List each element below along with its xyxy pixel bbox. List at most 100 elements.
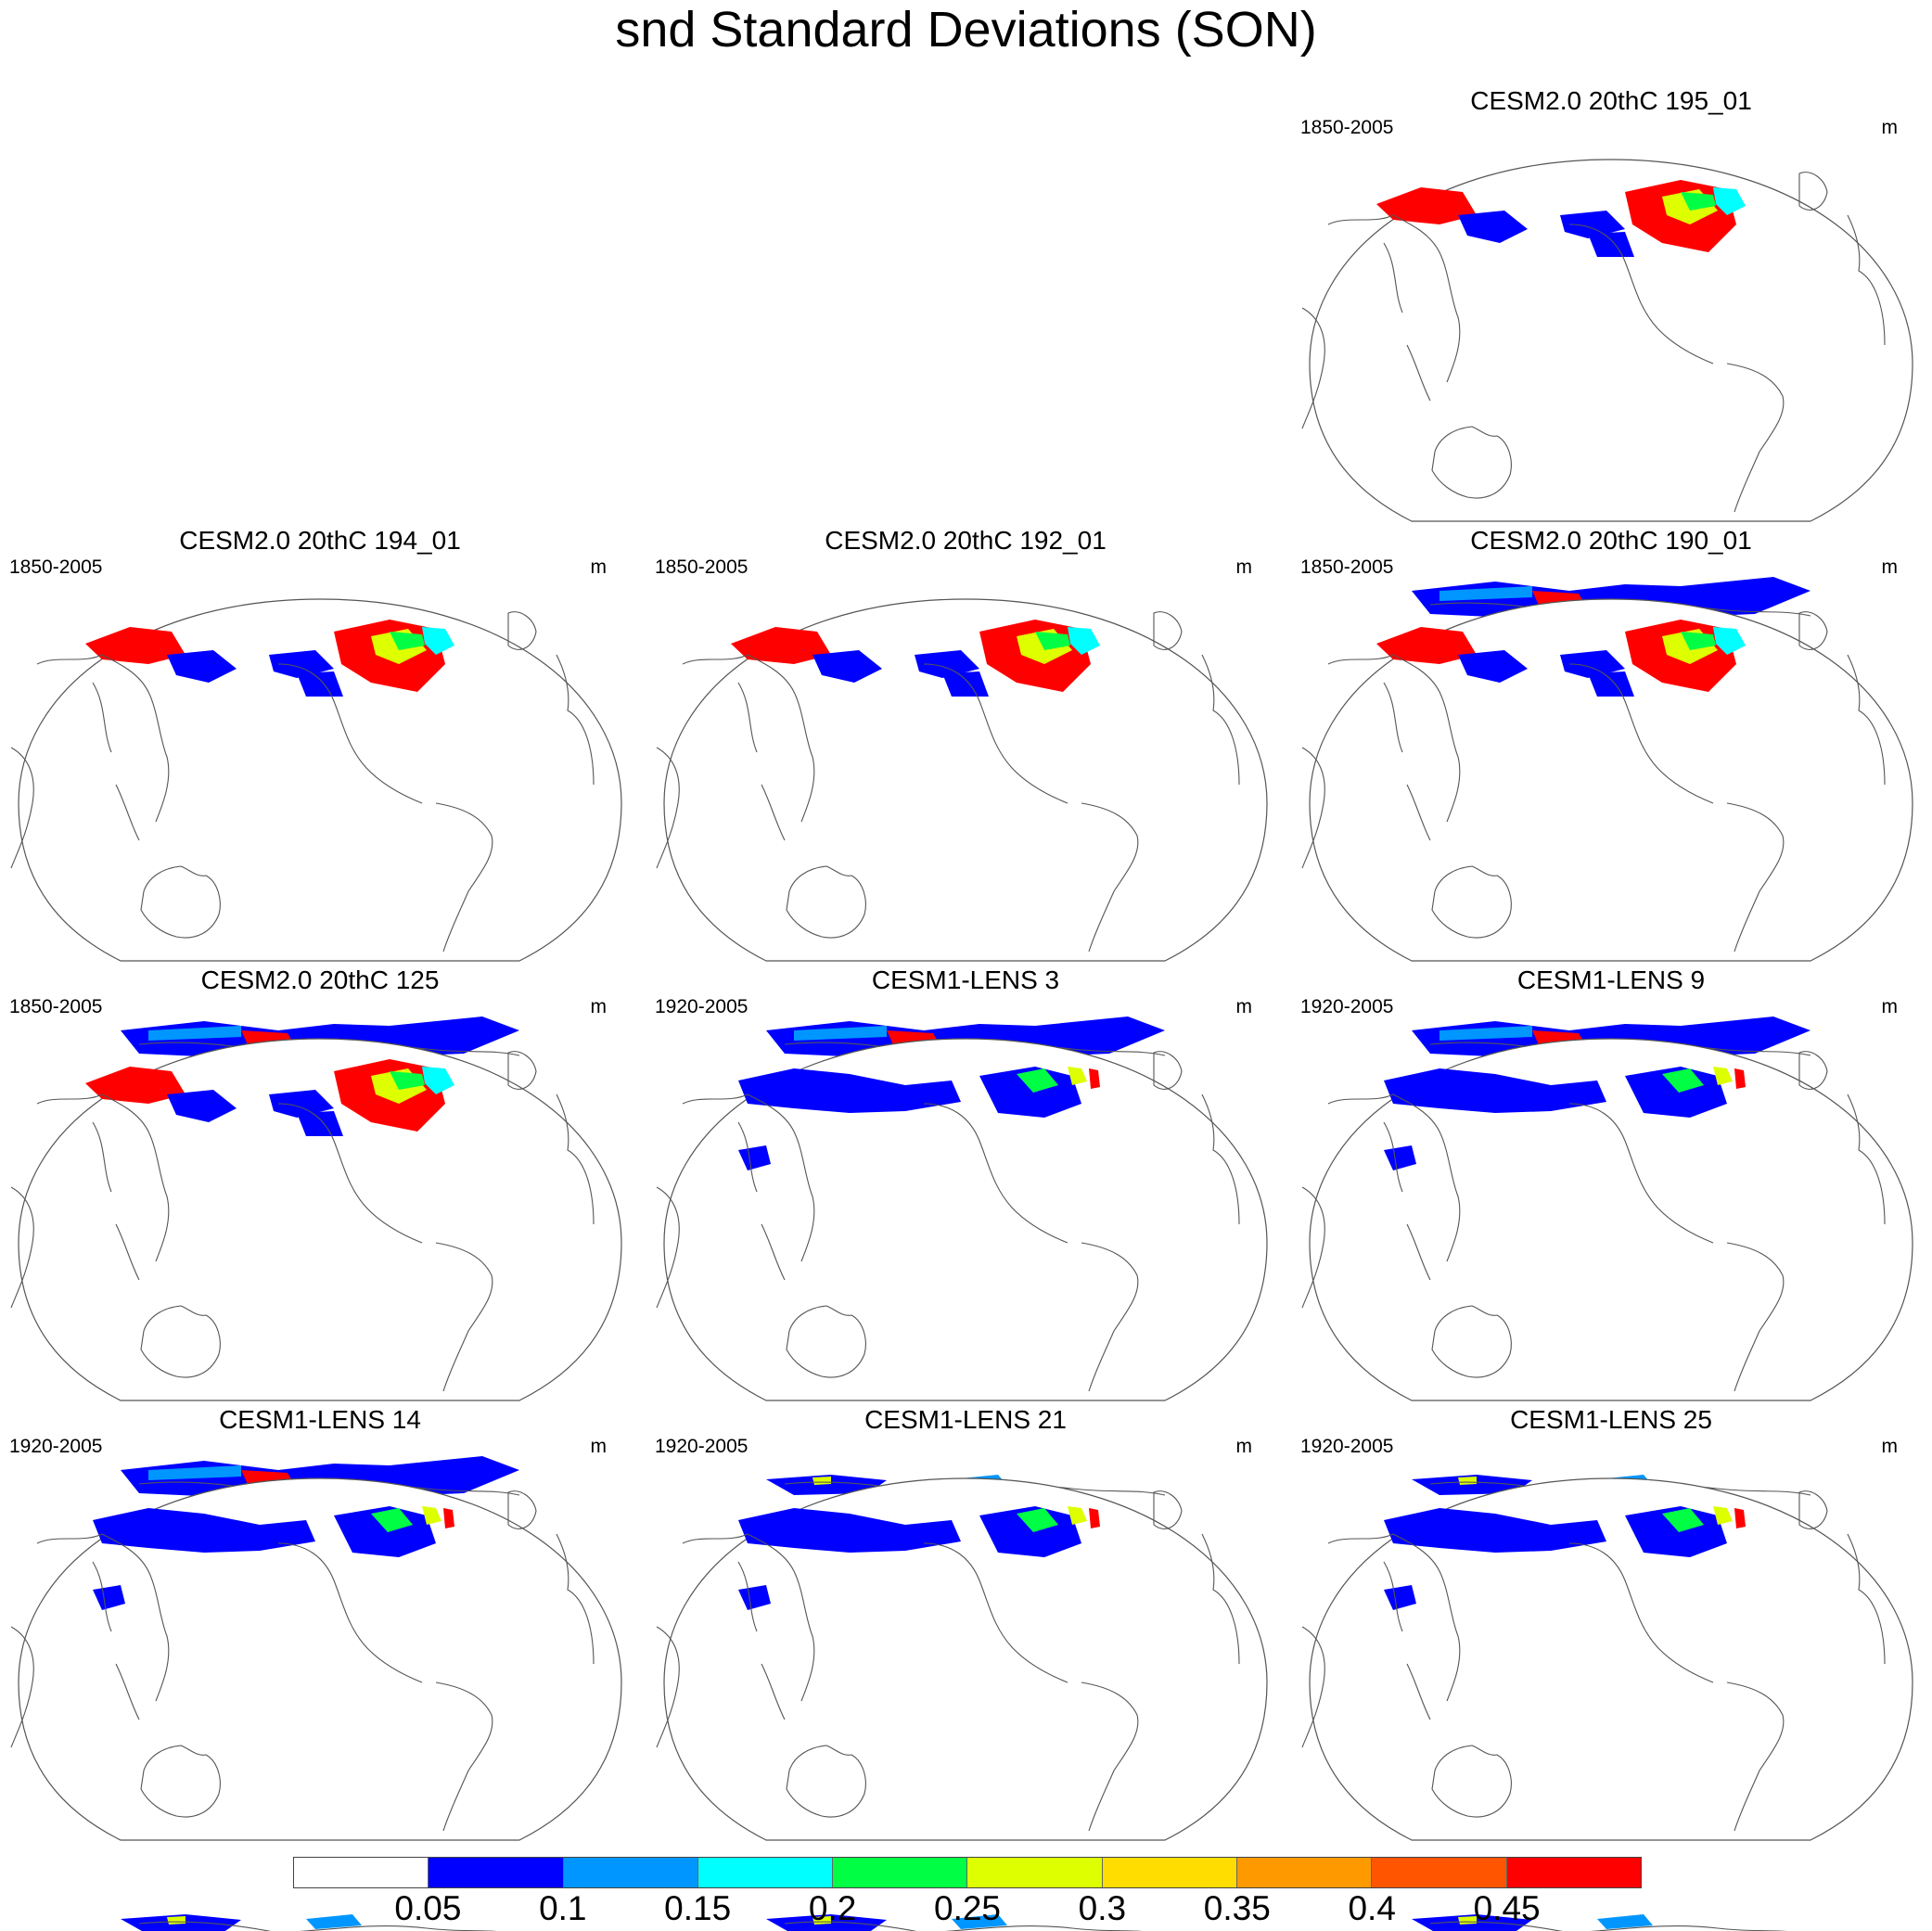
panel-period-label: 1920-2005 xyxy=(9,1436,103,1457)
panel-period-label: 1850-2005 xyxy=(1300,117,1394,138)
asia-coast xyxy=(36,654,170,841)
world-map xyxy=(656,1477,1268,1931)
panel-title: CESM2.0 20thC 195_01 xyxy=(1470,86,1752,115)
snow-antarctica-blue xyxy=(766,1475,887,1495)
europe-coast xyxy=(556,654,595,786)
snow-siberia-blue xyxy=(915,650,979,678)
australia-outline xyxy=(140,865,221,939)
panel-title: CESM2.0 20thC 194_01 xyxy=(179,526,461,555)
snow-canada-blue xyxy=(297,671,343,697)
australia-outline xyxy=(140,1305,221,1378)
map-panel: CESM1-LENS 9 1920-2005 m xyxy=(1291,965,1931,1496)
africa-outline xyxy=(10,747,34,869)
world-map xyxy=(656,598,1268,1058)
snow-eurasia-red xyxy=(1376,627,1477,664)
south-america-outline xyxy=(1081,1682,1139,1832)
australia-outline xyxy=(1431,1745,1512,1818)
greenland-outline xyxy=(1798,172,1828,211)
europe-coast xyxy=(1201,1533,1240,1665)
map-panel: CESM1-LENS 14 1920-2005 m xyxy=(0,1404,640,1931)
africa-outline xyxy=(10,1186,34,1309)
panel-units-label: m xyxy=(1881,996,1899,1017)
snow-north-america-blue xyxy=(1625,1067,1727,1118)
colorbar-box xyxy=(294,1858,429,1887)
north-america-coast xyxy=(277,1542,423,1683)
south-america-outline xyxy=(435,1682,493,1832)
north-america-coast xyxy=(277,663,423,804)
panel-units-label: m xyxy=(1235,996,1253,1017)
north-america-coast xyxy=(923,663,1068,804)
greenland-outline xyxy=(507,611,537,650)
snow-canada-blue xyxy=(1588,232,1634,257)
north-america-coast xyxy=(1568,1542,1714,1683)
asia-coast xyxy=(36,1093,170,1281)
south-america-outline xyxy=(435,1242,493,1392)
asia-coast xyxy=(1327,654,1461,841)
greenland-outline xyxy=(507,1051,537,1090)
panel-title: CESM1-LENS 21 xyxy=(864,1405,1067,1434)
greenland-outline xyxy=(1798,1051,1828,1090)
world-map xyxy=(1301,598,1913,1058)
australia-outline xyxy=(1431,865,1512,939)
greenland-outline xyxy=(1798,611,1828,650)
snow-eurasia-blue xyxy=(1384,1508,1606,1553)
snow-antarctica-lightblue xyxy=(952,1914,1007,1929)
australia-outline xyxy=(786,1745,866,1818)
snow-north-america-yellow xyxy=(1713,1506,1733,1525)
snow-tibet-blue xyxy=(738,1145,771,1170)
snow-north-america-yellow xyxy=(422,1506,441,1525)
world-map xyxy=(1301,159,1913,619)
north-america-coast xyxy=(1568,663,1714,804)
greenland-outline xyxy=(1153,1490,1183,1529)
map-panel: CESM2.0 20thC 194_01 1850-2005 m xyxy=(0,525,640,1058)
colorbar-box xyxy=(1371,1858,1506,1887)
colorbar-box xyxy=(1236,1858,1372,1887)
australia-outline xyxy=(786,865,866,939)
snow-eurasia-red xyxy=(85,1067,186,1104)
colorbar-labels: 0.05 0.1 0.15 0.2 0.25 0.3 0.35 0.4 0.45 xyxy=(293,1888,1642,1929)
snow-antarctica-yellow xyxy=(167,1916,186,1925)
map-panel: CESM1-LENS 25 1920-2005 m xyxy=(1291,1404,1931,1931)
north-america-coast xyxy=(277,1103,423,1244)
snow-north-america-cyan xyxy=(422,1067,454,1094)
panel-period-label: 1920-2005 xyxy=(655,996,748,1017)
asia-coast xyxy=(682,1093,815,1281)
north-america-coast xyxy=(923,1103,1068,1244)
snow-tibet-blue xyxy=(93,1585,125,1610)
map-panel: CESM1-LENS 21 1920-2005 m xyxy=(646,1404,1286,1931)
snow-antarctica-lightblue xyxy=(1597,1914,1653,1929)
colorbar-tick-label: 0.4 xyxy=(1348,1889,1396,1927)
south-america-outline xyxy=(1081,1242,1139,1392)
africa-outline xyxy=(656,1626,680,1748)
snow-eurasia-red xyxy=(731,627,831,664)
panel-units-label: m xyxy=(1881,117,1899,138)
asia-coast xyxy=(36,1533,170,1720)
asia-coast xyxy=(1327,1093,1461,1281)
snow-north-america-blue xyxy=(979,1067,1081,1118)
map-panel: CESM2.0 20thC 192_01 1850-2005 m xyxy=(646,525,1286,1058)
panel-title: CESM1-LENS 9 xyxy=(1516,966,1706,994)
world-map xyxy=(10,1477,622,1931)
colorbar-tick-label: 0.25 xyxy=(933,1889,1002,1927)
map-panel: CESM2.0 20thC 125 1850-2005 m xyxy=(0,965,640,1498)
snow-north-america-blue xyxy=(334,1506,436,1557)
colorbar-tick-label: 0.15 xyxy=(664,1889,732,1927)
snow-canada-blue xyxy=(942,671,989,697)
south-america-outline xyxy=(1081,802,1139,953)
world-map xyxy=(10,1038,622,1498)
panel-units-label: m xyxy=(1881,1436,1899,1457)
australia-outline xyxy=(1431,1305,1512,1378)
south-america-outline xyxy=(1726,363,1785,513)
snow-north-america-cyan xyxy=(1713,187,1746,215)
snow-north-america-green xyxy=(390,1071,425,1090)
africa-outline xyxy=(10,1626,34,1748)
greenland-outline xyxy=(1798,1490,1828,1529)
europe-coast xyxy=(1201,654,1240,786)
snow-eurasia-blue xyxy=(1384,1068,1606,1113)
map-panel: CESM1-LENS 3 1920-2005 m xyxy=(646,965,1286,1496)
snow-antarctica-lightblue xyxy=(306,1914,362,1929)
snow-antarctica-lightblue xyxy=(794,1026,887,1041)
colorbar-box xyxy=(966,1858,1102,1887)
map-panel: CESM2.0 20thC 195_01 1850-2005 m xyxy=(1291,85,1931,619)
snow-siberia-blue xyxy=(269,650,334,678)
